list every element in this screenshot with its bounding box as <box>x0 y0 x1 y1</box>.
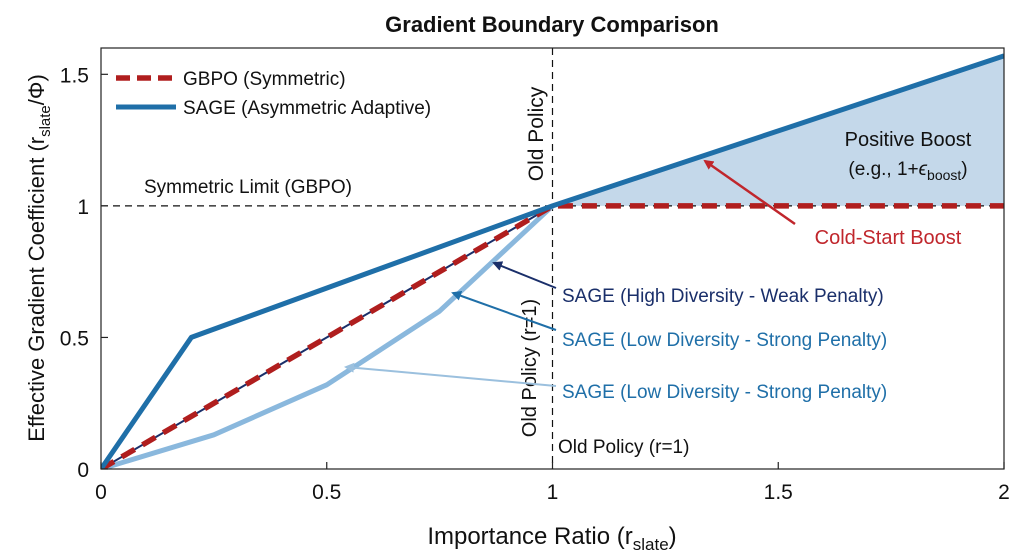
y-tick-label: 0.5 <box>60 327 89 350</box>
y-axis-label-sub: slate <box>37 105 54 137</box>
x-tick-label: 1 <box>547 481 559 504</box>
x-axis-label-close: ) <box>669 523 677 550</box>
sage-low-label-1: SAGE (Low Diversity - Strong Penalty) <box>562 330 887 351</box>
x-axis-ticks: 0 0.5 1 1.5 2 <box>95 462 1010 504</box>
x-tick-label: 2 <box>998 481 1010 504</box>
x-axis-label-sub: slate <box>633 535 669 554</box>
sage-low-label-2: SAGE (Low Diversity - Strong Penalty) <box>562 382 887 403</box>
y-tick-label: 1 <box>77 196 89 219</box>
old-policy-top-label: Old Policy <box>525 86 548 181</box>
y-axis-label-rest: /Φ) <box>24 74 49 105</box>
sage-high-arrow <box>492 261 557 289</box>
positive-boost-label: Positive Boost <box>845 129 972 151</box>
gbpo-line <box>101 203 1004 469</box>
boost-example-pre: (e.g., 1+ <box>848 159 918 180</box>
cold-start-label: Cold-Start Boost <box>815 227 962 249</box>
y-tick-label: 0 <box>77 459 89 482</box>
sage-low-diversity-line <box>101 204 555 469</box>
boost-example-post: ) <box>961 159 967 180</box>
sage-low-arrow-2 <box>344 362 557 387</box>
y-axis-ticks: 0 0.5 1 1.5 <box>60 64 108 482</box>
x-axis-label: Importance Ratio (rslate) <box>427 523 676 554</box>
x-tick-label: 0 <box>95 481 107 504</box>
y-axis-label-main: Effective Gradient Coefficient (r <box>24 137 49 442</box>
old-policy-bottom-label: Old Policy (r=1) <box>558 437 689 458</box>
sage-low-arrow-1 <box>451 290 557 331</box>
x-tick-label: 1.5 <box>764 481 793 504</box>
positive-boost-region <box>552 55 1004 206</box>
legend: GBPO (Symmetric) SAGE (Asymmetric Adapti… <box>116 69 431 119</box>
symmetric-limit-label: Symmetric Limit (GBPO) <box>144 177 352 198</box>
x-axis-label-main: Importance Ratio (r <box>427 523 632 550</box>
legend-sage-label: SAGE (Asymmetric Adaptive) <box>183 98 431 119</box>
boost-example-eps: ϵ <box>919 159 928 180</box>
y-tick-label: 1.5 <box>60 64 89 87</box>
old-policy-mid-label: Old Policy (r=1) <box>519 299 541 437</box>
legend-gbpo-label: GBPO (Symmetric) <box>183 69 346 90</box>
sage-high-label: SAGE (High Diversity - Weak Penalty) <box>562 286 884 307</box>
boost-example-sub: boost <box>927 167 961 183</box>
chart-title: Gradient Boundary Comparison <box>385 12 719 37</box>
x-tick-label: 0.5 <box>312 481 341 504</box>
sage-line <box>101 53 1004 469</box>
cold-start-arrow <box>703 159 796 226</box>
boost-example-label: (e.g., 1+ϵboost) <box>848 159 967 183</box>
y-axis-label: Effective Gradient Coefficient (rslate/Φ… <box>24 74 54 442</box>
